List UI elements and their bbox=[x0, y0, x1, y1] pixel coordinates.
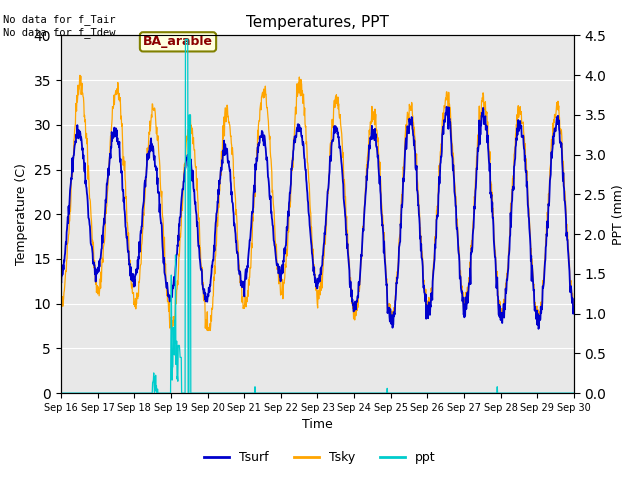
Title: Temperatures, PPT: Temperatures, PPT bbox=[246, 15, 389, 30]
Y-axis label: PPT (mm): PPT (mm) bbox=[612, 184, 625, 245]
Y-axis label: Temperature (C): Temperature (C) bbox=[15, 163, 28, 265]
X-axis label: Time: Time bbox=[302, 419, 333, 432]
Text: BA_arable: BA_arable bbox=[143, 36, 213, 48]
Text: No data for f_Tair
No data for f_Tdew: No data for f_Tair No data for f_Tdew bbox=[3, 14, 116, 38]
Legend: Tsurf, Tsky, ppt: Tsurf, Tsky, ppt bbox=[199, 446, 441, 469]
